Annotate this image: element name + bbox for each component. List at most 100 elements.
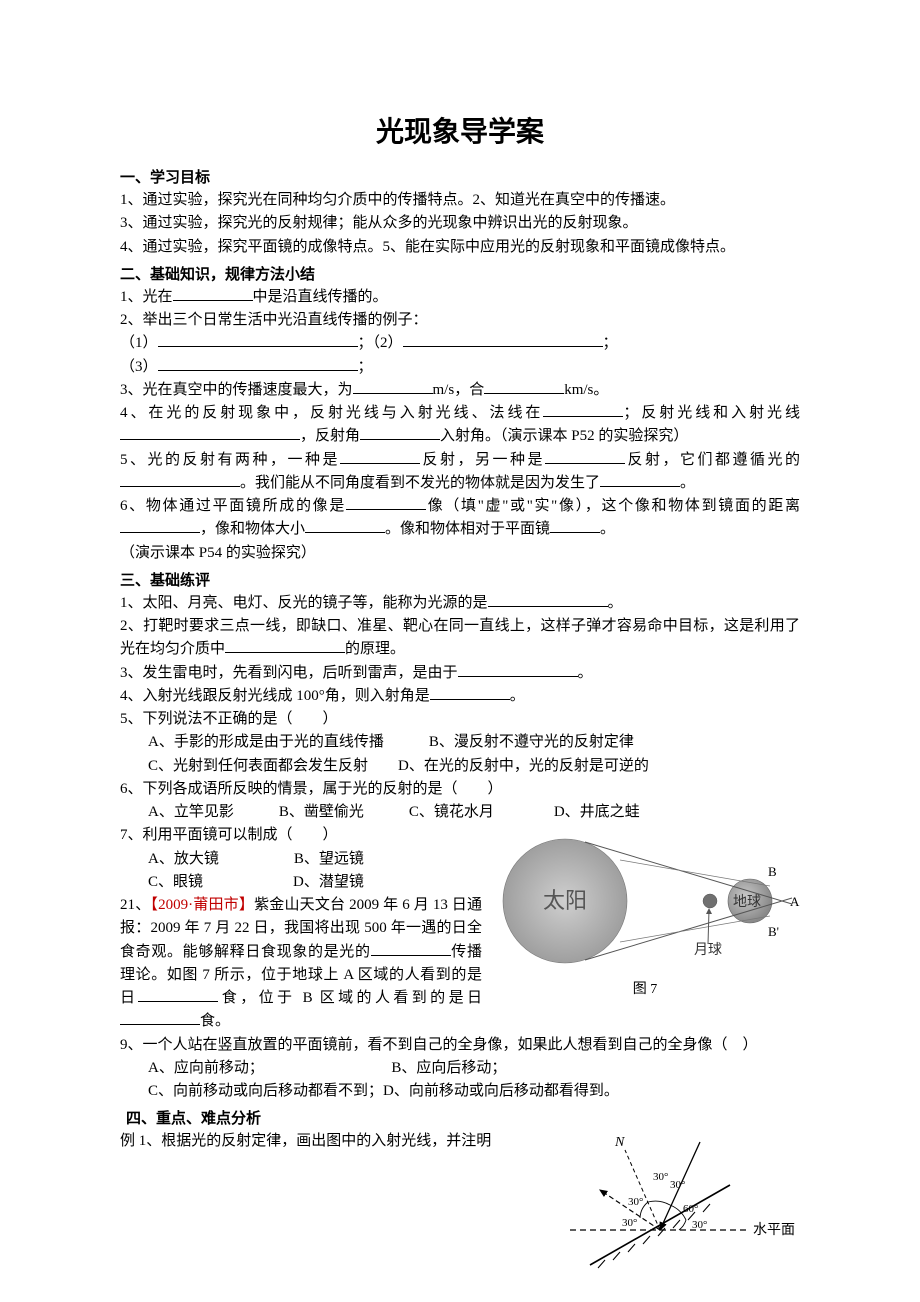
blank <box>173 286 253 301</box>
blank <box>305 518 385 533</box>
text: 3、发生雷电时，先看到闪电，后听到雷声，是由于 <box>120 665 458 681</box>
ex1-wrap: 水平面 N <box>120 1130 800 1275</box>
s2-l2: 2、举出三个日常生活中光沿直线传播的例子： <box>120 309 800 332</box>
section4-head: 四、重点、难点分析 <box>120 1107 800 1128</box>
s2-l5: 5、光的反射有两种，一种是 反射，另一种是 反射，它们都遵循光的。我们能从不同角度看… <box>120 449 800 496</box>
text: 中是沿直线传播的。 <box>253 289 388 305</box>
ang30-2: 30° <box>670 1179 685 1191</box>
text: ；（2） <box>358 335 403 351</box>
blank <box>458 662 578 677</box>
ang60: 60° <box>683 1203 698 1215</box>
text: ；反射光线和入射光线 <box>623 405 800 421</box>
earth-label: 地球 <box>733 894 761 910</box>
text: 入射角。（演示课本 P52 的实验探究） <box>440 428 688 444</box>
blank <box>360 425 440 440</box>
s3-q1: 1、太阳、月亮、电灯、反光的镜子等，能称为光源的是 。 <box>120 592 800 615</box>
s3-q9: 9、一个人站在竖直放置的平面镜前，看不到自己的全身像，如果此人想看到自己的全身像… <box>120 1034 800 1057</box>
text: km/s。 <box>564 382 608 398</box>
text: 反射，它们都遵循光的 <box>625 452 800 468</box>
blank <box>346 495 426 510</box>
text: （3） <box>120 359 158 375</box>
blank <box>543 402 623 417</box>
text: 3、光在真空中的传播速度最大，为 <box>120 382 353 398</box>
blank <box>158 332 358 347</box>
blank <box>120 1010 200 1025</box>
blank <box>120 518 200 533</box>
blank <box>430 685 510 700</box>
s2-l1: 1、光在 中是沿直线传播的。 <box>120 286 800 309</box>
s2-l2-1: （1） ；（2） ； <box>120 332 800 355</box>
text: 。 <box>608 595 623 611</box>
s2-l4: 4、在光的反射现象中，反射光线与入射光线、法线在 ；反射光线和入射光线 ，反射角 入射… <box>120 402 800 449</box>
text: 。我们能从不同角度看到不发光的物体就是因为发生了 <box>240 475 600 491</box>
blank <box>340 449 420 464</box>
text: 5、光的反射有两种，一种是 <box>120 452 340 468</box>
s1-l2: 3、通过实验，探究光的反射规律；能从众多的光现象中辨识出光的反射现象。 <box>120 212 800 235</box>
blank <box>484 379 564 394</box>
text: ； <box>358 359 373 375</box>
text: 。 <box>578 665 593 681</box>
text: 2、打靶时要求三点一线，即缺口、准星、靶心在同一直线上，这样子弹才容易命中目标，… <box>120 618 800 657</box>
figure-7: 太阳 地球 月球 A B B' 图 7 <box>490 826 800 998</box>
text: 。 <box>600 521 615 537</box>
ang30-1: 30° <box>653 1171 668 1183</box>
s3-q5-ab: A、手影的形成是由于光的直线传播 B、漫反射不遵守光的反射定律 <box>120 731 800 754</box>
text: 21、 <box>120 897 150 913</box>
s2-l2-3: （3） ； <box>120 356 800 379</box>
text: 1、太阳、月亮、电灯、反光的镜子等，能称为光源的是 <box>120 595 488 611</box>
s3-q9-a: A、应向前移动； B、应向后移动； <box>120 1057 800 1080</box>
blank <box>225 638 345 653</box>
s1-l1: 1、通过实验，探究光在同种均匀介质中的传播特点。2、知道光在真空中的传播速。 <box>120 189 800 212</box>
label-A: A <box>790 894 800 909</box>
text: ； <box>603 335 618 351</box>
text: 4、在光的反射现象中，反射光线与入射光线、法线在 <box>120 405 543 421</box>
s3-q6: 6、下列各成语所反映的情景，属于光的反射的是（ ） <box>120 778 800 801</box>
blank <box>545 449 625 464</box>
blank <box>600 472 680 487</box>
text: 的原理。 <box>345 641 405 657</box>
s1-l3: 4、通过实验，探究平面镜的成像特点。5、能在实际中应用光的反射现象和平面镜成像特… <box>120 236 800 259</box>
blank <box>158 356 358 371</box>
s3-q6-opts: A、立竿见影 B、凿壁偷光 C、镜花水月 D、井底之蛙 <box>120 801 800 824</box>
text: 反射，另一种是 <box>420 452 545 468</box>
blank <box>403 332 603 347</box>
text: ，反射角 <box>300 428 360 444</box>
page-title: 光现象导学案 <box>120 110 800 150</box>
blank <box>488 592 608 607</box>
sun-label: 太阳 <box>543 888 587 913</box>
s3-q5: 5、下列说法不正确的是（ ） <box>120 708 800 731</box>
text: 1、光在 <box>120 289 173 305</box>
text: （1） <box>120 335 158 351</box>
normal-label: N <box>614 1135 625 1150</box>
ang30-3: 30° <box>628 1196 643 1208</box>
s3-q5-cd: C、光射到任何表面都会发生反射 D、在光的反射中，光的反射是可逆的 <box>120 755 800 778</box>
s3-q3: 3、发生雷电时，先看到闪电，后听到雷声，是由于 。 <box>120 662 800 685</box>
label-Bp: B' <box>768 924 779 939</box>
text: 。像和物体相对于平面镜 <box>385 521 550 537</box>
section1-head: 一、学习目标 <box>120 166 800 187</box>
text: 6、物体通过平面镜所成的像是 <box>120 498 346 514</box>
q7-q21-wrap: 太阳 地球 月球 A B B' 图 7 7、利用平面镜可以制成（ ） A、放大镜… <box>120 824 800 1033</box>
text: 像（填"虚"或"实"像），这个像和物体到镜面的距离 <box>426 498 800 514</box>
text: ，像和物体大小 <box>200 521 305 537</box>
s3-q9-b: C、向前移动或向后移动都看不到；D、向前移动或向后移动都看得到。 <box>120 1080 800 1103</box>
ang30-4: 30° <box>622 1217 637 1229</box>
section3-head: 三、基础练评 <box>120 569 800 590</box>
figure-reflection: 水平面 N <box>570 1130 800 1275</box>
text: 。 <box>510 688 525 704</box>
text: m/s，合 <box>433 382 485 398</box>
text: 食。 <box>200 1013 230 1029</box>
text: 食，位于 B 区域的人看到的是日 <box>218 990 482 1006</box>
s3-q2: 2、打靶时要求三点一线，即缺口、准星、靶心在同一直线上，这样子弹才容易命中目标，… <box>120 615 800 662</box>
q21-source: 【2009·莆田市】 <box>150 897 254 913</box>
water-label: 水平面 <box>753 1222 795 1238</box>
blank <box>120 425 300 440</box>
blank <box>550 518 600 533</box>
section2-head: 二、基础知识，规律方法小结 <box>120 263 800 284</box>
moon-label: 月球 <box>694 942 722 958</box>
fig7-caption: 图 7 <box>490 978 800 998</box>
blank <box>138 987 218 1002</box>
text: 。 <box>680 475 695 491</box>
s2-l3: 3、光在真空中的传播速度最大，为 m/s，合 km/s。 <box>120 379 800 402</box>
ang30-5: 30° <box>692 1219 707 1231</box>
